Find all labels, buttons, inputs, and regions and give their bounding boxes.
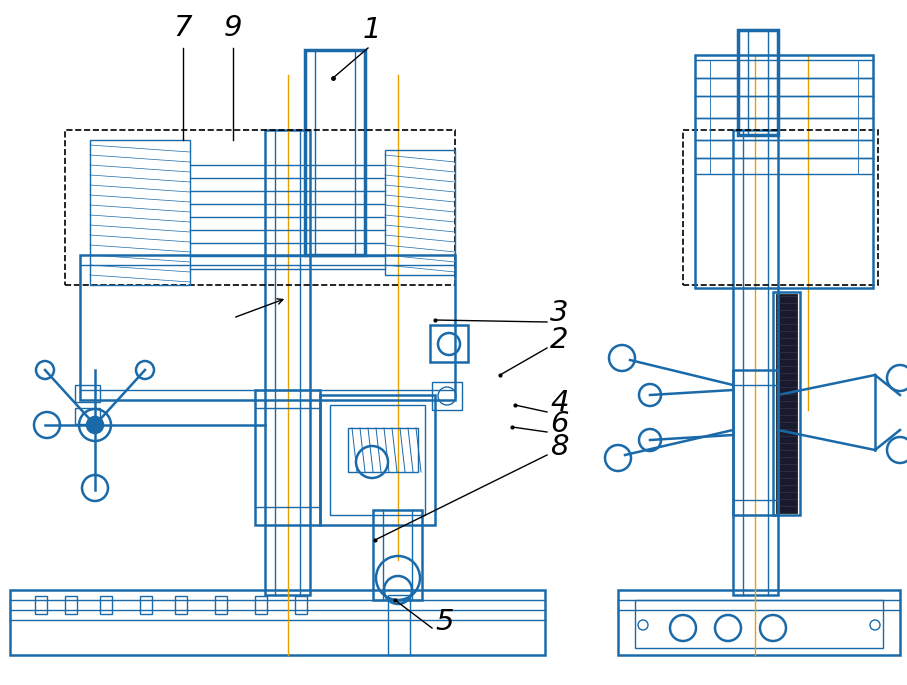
Bar [255, 390, 320, 525]
Bar [710, 78, 858, 96]
Bar [432, 382, 462, 410]
Bar [90, 140, 190, 285]
Bar [305, 50, 365, 255]
Bar [733, 130, 778, 595]
Text: 8: 8 [550, 433, 569, 461]
Bar [430, 325, 468, 362]
Text: 6: 6 [550, 410, 569, 438]
Bar [710, 158, 858, 174]
Text: 3: 3 [550, 299, 569, 327]
Bar [710, 60, 858, 78]
Circle shape [87, 417, 103, 433]
Bar [385, 150, 455, 275]
Bar [738, 30, 778, 135]
Bar [140, 596, 152, 614]
Bar [776, 294, 797, 513]
Bar [635, 600, 883, 648]
Bar [10, 590, 545, 655]
Bar [265, 130, 310, 595]
Text: 1: 1 [363, 16, 381, 44]
Bar [710, 118, 858, 140]
Bar [773, 292, 800, 515]
Bar [80, 255, 455, 400]
Text: 5: 5 [435, 608, 454, 636]
Text: 9: 9 [224, 14, 242, 42]
Bar [618, 590, 900, 655]
Bar [348, 428, 418, 472]
Bar [75, 385, 100, 402]
Bar [330, 405, 425, 515]
Bar [255, 596, 267, 614]
Bar [295, 596, 307, 614]
Bar [320, 395, 435, 525]
Bar [100, 596, 112, 614]
Bar [373, 510, 422, 600]
Bar [695, 55, 873, 288]
Bar [710, 140, 858, 158]
Text: 4: 4 [550, 389, 569, 417]
Bar [733, 370, 778, 515]
Text: 7: 7 [174, 14, 192, 42]
Bar [683, 130, 878, 285]
Bar [215, 596, 227, 614]
Bar [388, 595, 410, 655]
Bar [65, 596, 77, 614]
Bar [35, 596, 47, 614]
Bar [175, 596, 187, 614]
Text: 2: 2 [550, 326, 569, 354]
Bar [710, 96, 858, 118]
Bar [65, 130, 455, 285]
Bar [75, 408, 100, 424]
